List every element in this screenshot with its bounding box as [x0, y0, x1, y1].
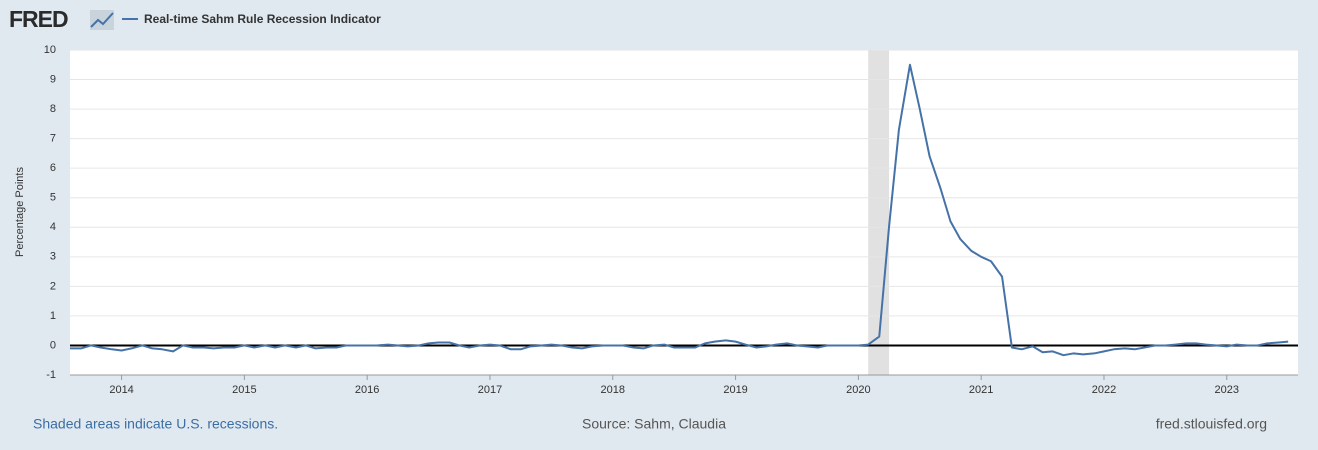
y-tick-label: 6 [50, 162, 56, 174]
x-tick-label: 2022 [1092, 384, 1116, 396]
legend-label: Real-time Sahm Rule Recession Indicator [144, 12, 381, 26]
site-url[interactable]: fred.stlouisfed.org [1156, 416, 1267, 432]
y-tick-label: 5 [50, 192, 56, 204]
y-tick-label: 2 [50, 280, 56, 292]
recession-note[interactable]: Shaded areas indicate U.S. recessions. [33, 416, 278, 432]
y-tick-label: 10 [44, 44, 56, 56]
y-tick-label: 0 [50, 339, 56, 351]
recession-band [868, 50, 890, 375]
y-tick-label: 1 [50, 310, 56, 322]
y-axis-label: Percentage Points [14, 167, 26, 257]
x-tick-label: 2023 [1215, 384, 1239, 396]
x-tick-label: 2014 [109, 384, 133, 396]
x-tick-label: 2018 [601, 384, 625, 396]
x-tick-label: 2021 [969, 384, 993, 396]
y-tick-label: -1 [46, 369, 56, 381]
logo[interactable]: FRED [9, 6, 69, 32]
x-tick-label: 2020 [846, 384, 870, 396]
logo-icon [90, 10, 114, 30]
x-tick-label: 2019 [723, 384, 747, 396]
y-tick-label: 9 [50, 73, 56, 85]
y-tick-label: 4 [50, 221, 56, 233]
plot-area [70, 50, 1298, 375]
x-tick-label: 2016 [355, 384, 379, 396]
source: Source: Sahm, Claudia [582, 416, 726, 432]
x-tick-label: 2017 [478, 384, 502, 396]
x-tick-label: 2015 [232, 384, 256, 396]
y-tick-label: 8 [50, 103, 56, 115]
y-tick-label: 7 [50, 133, 56, 145]
y-tick-label: 3 [50, 251, 56, 263]
series-line [70, 63, 1289, 357]
